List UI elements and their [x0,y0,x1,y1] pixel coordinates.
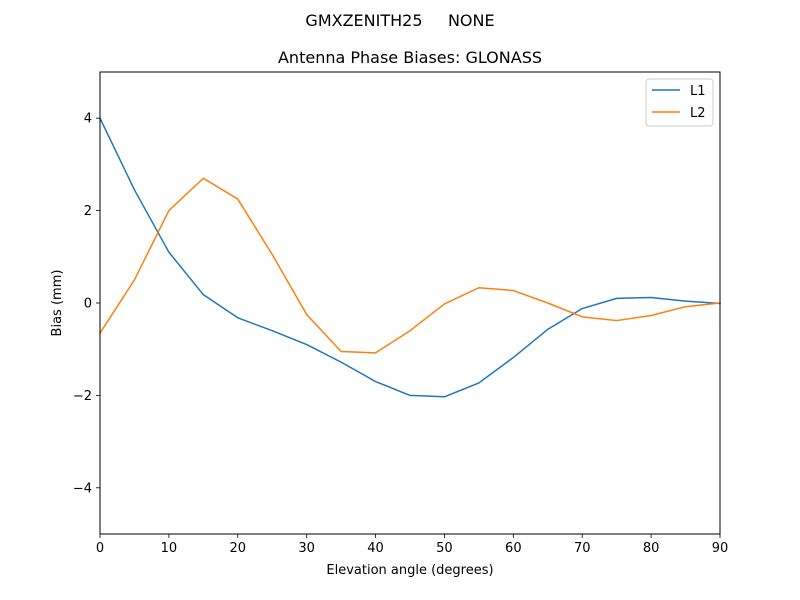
x-tick-label: 10 [161,541,178,556]
x-tick-label: 70 [574,541,591,556]
x-tick-label: 20 [230,541,247,556]
chart-title: Antenna Phase Biases: GLONASS [278,48,542,67]
y-tick-label: 0 [84,297,92,312]
series-layer [98,117,721,398]
y-axis-label: Bias (mm) [50,270,65,337]
legend-label-l1: L1 [690,84,706,99]
x-tick-label: 50 [436,541,453,556]
series-line-l1 [98,117,721,398]
x-tick-label: 90 [712,541,729,556]
x-tick-label: 40 [367,541,384,556]
x-tick-label: 0 [96,541,104,556]
y-tick-label: −4 [73,481,92,496]
series-line-l2 [98,177,721,354]
x-tick-label: 80 [643,541,660,556]
x-axis-ticks: 0 10 20 30 40 50 60 70 80 90 [96,534,728,556]
y-tick-label: 2 [84,204,92,219]
x-axis-label: Elevation angle (degrees) [326,563,493,578]
y-tick-label: 4 [84,112,92,127]
y-axis-ticks: −4 −2 0 2 4 [73,112,100,496]
legend-label-l2: L2 [690,106,706,121]
y-tick-label: −2 [73,389,92,404]
figure-suptitle: GMXZENITH25 NONE [305,11,494,30]
plot-area: 0 10 20 30 40 50 60 70 80 90 −4 −2 0 2 4 [73,71,728,556]
x-tick-label: 30 [298,541,315,556]
x-tick-label: 60 [505,541,522,556]
